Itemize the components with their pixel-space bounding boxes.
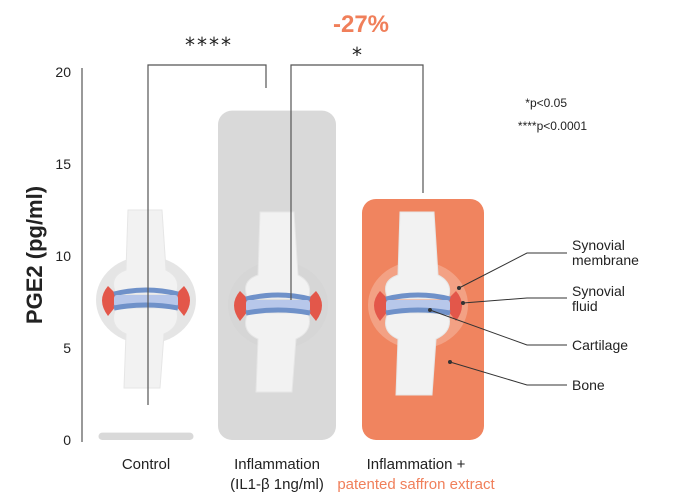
category-label-2: Inflammation +: [367, 456, 466, 473]
category-sublabel-2: patented saffron extract: [337, 476, 495, 493]
anatomy-sublabel-1: fluid: [572, 298, 598, 314]
anatomy-label-1: Synovial: [572, 283, 625, 299]
cartilage-upper: [385, 292, 451, 302]
lower-bone: [385, 312, 450, 396]
reduction-label: -27%: [333, 11, 389, 38]
callout-dot-3: [448, 360, 452, 364]
category-label-0: Control: [122, 456, 170, 473]
callout-line-1: [462, 297, 567, 304]
anatomy-labels: SynovialmembraneSynovialfluidCartilageBo…: [428, 237, 639, 393]
y-tick-label: 20: [55, 64, 71, 80]
membrane-left: [234, 291, 248, 321]
knee-joint-icon: [368, 211, 468, 396]
callout-dot-1: [461, 301, 465, 305]
note-p00001: ****p<0.0001: [518, 119, 587, 133]
cartilage-upper: [245, 292, 311, 302]
knee-joint-icon: [96, 209, 196, 389]
anatomy-label-0: Synovial: [572, 237, 625, 253]
y-tick-label: 5: [63, 340, 71, 356]
lower-bone: [113, 307, 178, 389]
significance-brackets: **** *: [147, 33, 424, 405]
significance-label-0: ****: [185, 33, 233, 57]
callout-line-3: [449, 361, 567, 386]
anatomy-label-3: Bone: [572, 377, 605, 393]
cartilage-lower: [385, 307, 451, 316]
y-axis-label: PGE2 (pg/ml): [22, 186, 47, 324]
bar-0: [98, 432, 194, 440]
significance-notes: *p<0.05 ****p<0.0001: [518, 96, 587, 133]
significance-label-1: *: [352, 43, 364, 67]
anatomy-label-2: Cartilage: [572, 337, 628, 353]
membrane-right: [308, 291, 322, 321]
callout-line-0: [458, 252, 567, 289]
anatomy-sublabel-0: membrane: [572, 252, 639, 268]
y-tick-label: 15: [55, 156, 71, 172]
cartilage-lower: [245, 307, 311, 316]
y-axis-ticks: 0 5 10 15 20: [55, 64, 71, 448]
cartilage-upper: [113, 287, 179, 297]
callout-dot-2: [428, 308, 432, 312]
comparison-bracket-0: [147, 64, 267, 405]
membrane-right: [448, 291, 462, 321]
category-label-1: Inflammation: [234, 456, 320, 473]
upper-bone: [113, 209, 179, 295]
callout-line-2: [429, 309, 567, 346]
y-tick-label: 0: [63, 432, 71, 448]
membrane-left: [374, 291, 388, 321]
category-sublabel-1: (IL1-β 1ng/ml): [230, 476, 324, 493]
joint-illustrations: [96, 209, 468, 396]
lower-bone: [245, 312, 310, 393]
membrane-right: [176, 286, 190, 316]
note-p005: *p<0.05: [525, 96, 567, 110]
membrane-left: [102, 286, 116, 316]
category-labels: Control Inflammation (IL1-β 1ng/ml) Inflamm…: [122, 456, 496, 493]
cartilage-lower: [113, 302, 179, 311]
comparison-bracket-1: [290, 64, 424, 300]
callout-dot-0: [457, 286, 461, 290]
knee-joint-icon: [228, 211, 328, 393]
y-tick-label: 10: [55, 248, 71, 264]
